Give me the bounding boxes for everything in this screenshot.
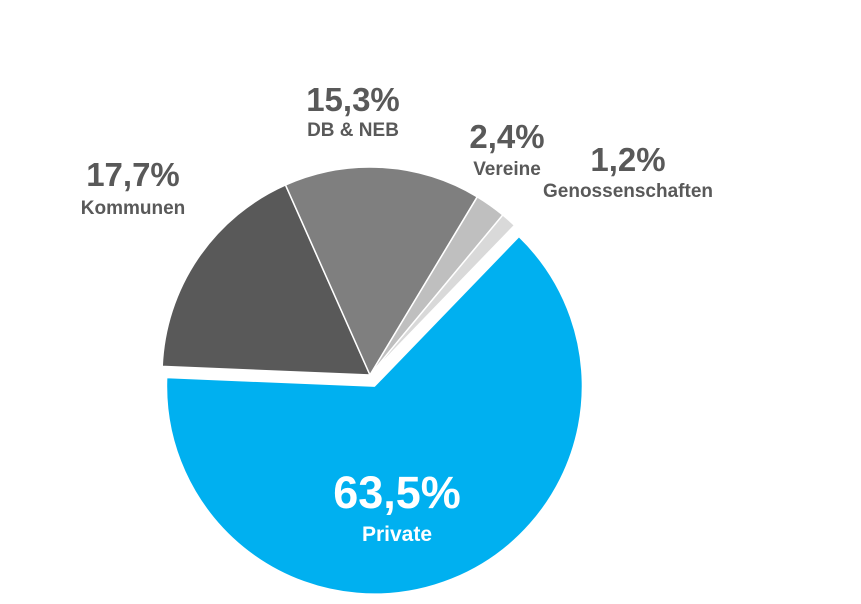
slice-label-genossenschaften: Genossenschaften xyxy=(543,181,713,202)
pie-slice-genossenschaften xyxy=(369,214,516,376)
pie-slice-private xyxy=(165,235,584,595)
slice-value-kommunen: 17,7% xyxy=(86,156,180,193)
slice-label-kommunen: Kommunen xyxy=(81,198,186,219)
pie-slice-kommunen xyxy=(161,184,371,376)
slice-label-private: Private xyxy=(362,523,432,546)
pie-slices xyxy=(161,166,584,595)
pie-slice-db-neb xyxy=(284,166,479,376)
slice-value-private: 63,5% xyxy=(333,467,461,518)
slice-label-db-neb: DB & NEB xyxy=(307,120,399,141)
slice-value-genossenschaften: 1,2% xyxy=(590,141,665,178)
pie-labels: 63,5% Private 17,7% Kommunen 15,3% DB & … xyxy=(81,81,713,546)
slice-value-db-neb: 15,3% xyxy=(306,81,400,118)
slice-value-vereine: 2,4% xyxy=(469,118,544,155)
slice-label-vereine: Vereine xyxy=(473,159,541,180)
